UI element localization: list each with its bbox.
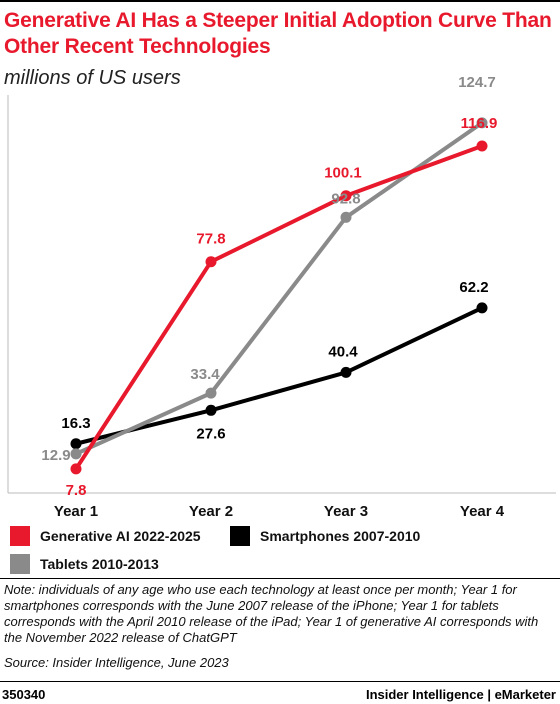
x-tick-label: Year 3 [324,503,368,520]
series-line [74,120,484,456]
legend-label-tablets: Tablets 2010-2013 [40,556,159,572]
legend-item-generative-ai: Generative AI 2022-2025 [10,526,201,546]
data-point [70,438,82,450]
x-tick-label: Year 2 [189,503,233,520]
data-label: 33.4 [190,366,220,383]
legend-swatch-smartphones [230,526,250,546]
note-divider [0,578,560,579]
legend-item-tablets: Tablets 2010-2013 [10,554,159,574]
data-point [205,404,217,416]
legend-item-smartphones: Smartphones 2007-2010 [230,526,420,546]
data-point [476,140,488,152]
chart-title: Generative AI Has a Steeper Initial Adop… [4,9,552,58]
data-label: 27.6 [196,425,225,442]
legend-swatch-generative-ai [10,526,30,546]
data-label: 7.8 [66,482,87,499]
legend-swatch-tablets [10,554,30,574]
data-point [70,448,82,460]
data-label: 16.3 [61,415,90,432]
line-chart: Year 1 Year 2 Year 3 Year 4 7.8 77.8 100.1 116.… [7,74,556,520]
data-label: 12.9 [41,447,70,464]
data-label: 100.1 [324,165,362,182]
data-label: 116.9 [461,115,498,132]
brand-logo-text: Insider Intelligence | eMarketer [365,687,556,702]
x-tick-label: Year 1 [54,503,98,520]
data-point [476,117,488,129]
series-line [74,143,484,471]
data-label: 40.4 [328,343,358,360]
chart-subtitle: millions of US users [4,67,181,89]
data-label: 124.7 [458,74,496,91]
chart-id: 350340 [2,687,46,702]
top-rule [0,0,560,2]
series-line [74,305,484,446]
data-point [205,387,217,399]
data-point [340,190,352,202]
data-label: 77.8 [196,231,225,248]
chart-source: Source: Insider Intelligence, June 2023 [4,655,229,670]
data-point [340,366,352,378]
data-point [340,211,352,223]
footer-divider [0,681,560,682]
data-label: 62.2 [459,279,488,296]
legend-label-generative-ai: Generative AI 2022-2025 [40,528,201,544]
data-label: 92.8 [331,190,360,207]
legend-label-smartphones: Smartphones 2007-2010 [260,528,421,544]
data-point [70,463,82,475]
data-point [476,302,488,314]
chart-note: Note: individuals of any age who use eac… [4,582,539,645]
data-point [205,256,217,268]
x-tick-label: Year 4 [460,503,505,520]
